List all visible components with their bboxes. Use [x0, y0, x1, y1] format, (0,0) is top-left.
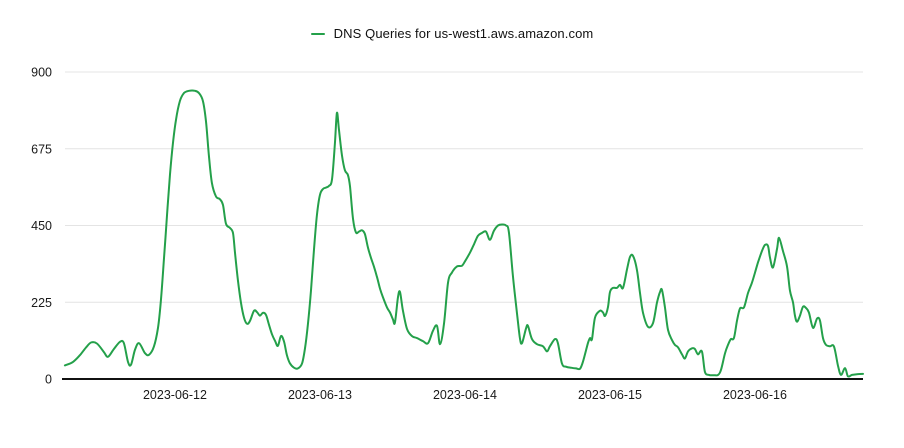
x-axis-tick-label: 2023-06-12 — [143, 388, 207, 402]
x-axis-tick-label: 2023-06-14 — [433, 388, 497, 402]
legend-label: DNS Queries for us-west1.aws.amazon.com — [333, 26, 594, 41]
legend-item[interactable]: DNS Queries for us-west1.aws.amazon.com — [0, 26, 904, 41]
x-axis-tick-label: 2023-06-16 — [723, 388, 787, 402]
series-line — [63, 89, 864, 378]
y-axis-tick-label: 0 — [45, 373, 52, 387]
y-axis-tick-label: 675 — [31, 142, 52, 156]
y-axis-tick-label: 900 — [31, 66, 52, 80]
x-axis-tick-label: 2023-06-13 — [288, 388, 352, 402]
y-axis-tick-label: 225 — [31, 296, 52, 310]
legend-line-marker — [310, 32, 325, 35]
x-axis-tick-label: 2023-06-15 — [578, 388, 642, 402]
y-axis-tick-label: 450 — [31, 219, 52, 233]
